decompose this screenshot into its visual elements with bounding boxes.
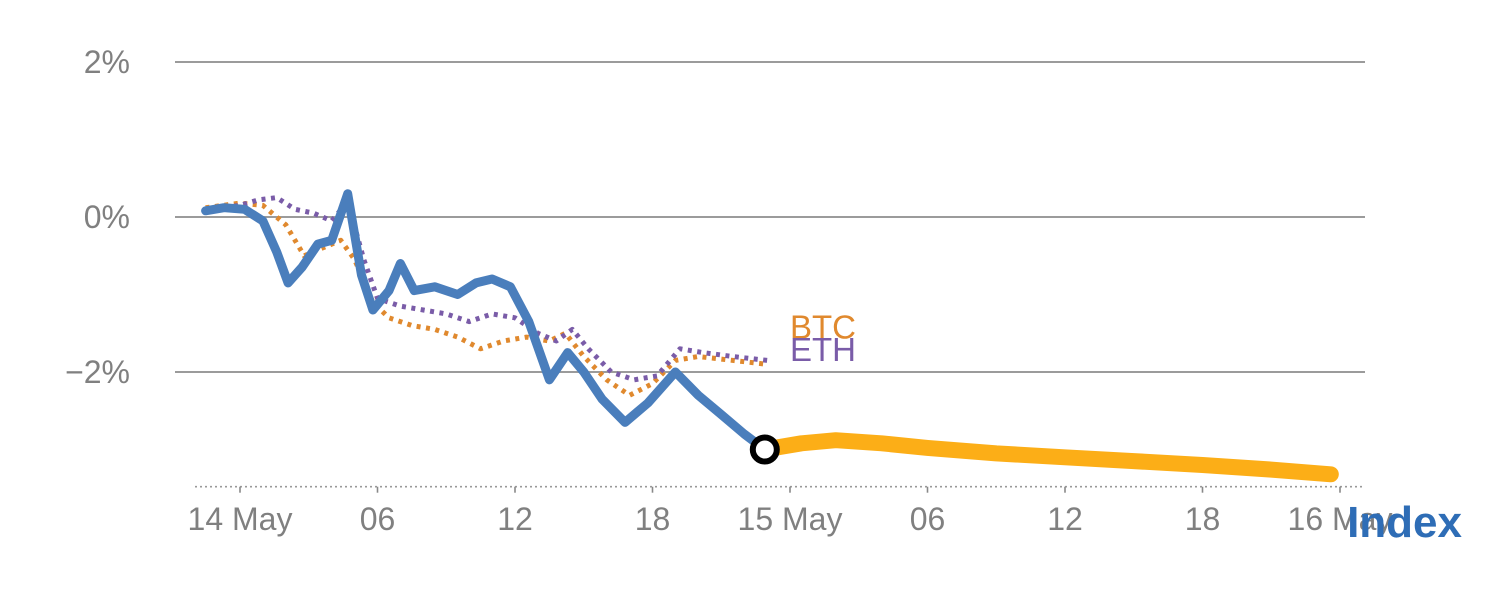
- btc-label: BTC: [790, 309, 856, 346]
- y-tick-label: 0%: [84, 199, 130, 235]
- x-tick-label: 15 May: [738, 501, 843, 537]
- x-tick-label: 06: [360, 501, 396, 537]
- eth-label: ETH: [790, 331, 856, 368]
- y-tick-label: 2%: [84, 44, 130, 80]
- y-tick-label: −2%: [65, 354, 130, 390]
- index-forecast-line: [756, 432, 1339, 483]
- x-tick-label: 12: [497, 501, 533, 537]
- x-tick-label: 12: [1047, 501, 1083, 537]
- x-tick-label: 16 May: [1288, 501, 1393, 537]
- forecast-start-marker: [749, 434, 780, 465]
- x-tick-label: 18: [1185, 501, 1221, 537]
- x-tick-label: 18: [635, 501, 671, 537]
- x-tick-label: 14 May: [188, 501, 293, 537]
- eth-line: [205, 195, 768, 383]
- btc-line: [205, 200, 768, 398]
- index-label: Index: [1347, 498, 1462, 547]
- index-line: [201, 189, 770, 454]
- x-tick-label: 06: [910, 501, 946, 537]
